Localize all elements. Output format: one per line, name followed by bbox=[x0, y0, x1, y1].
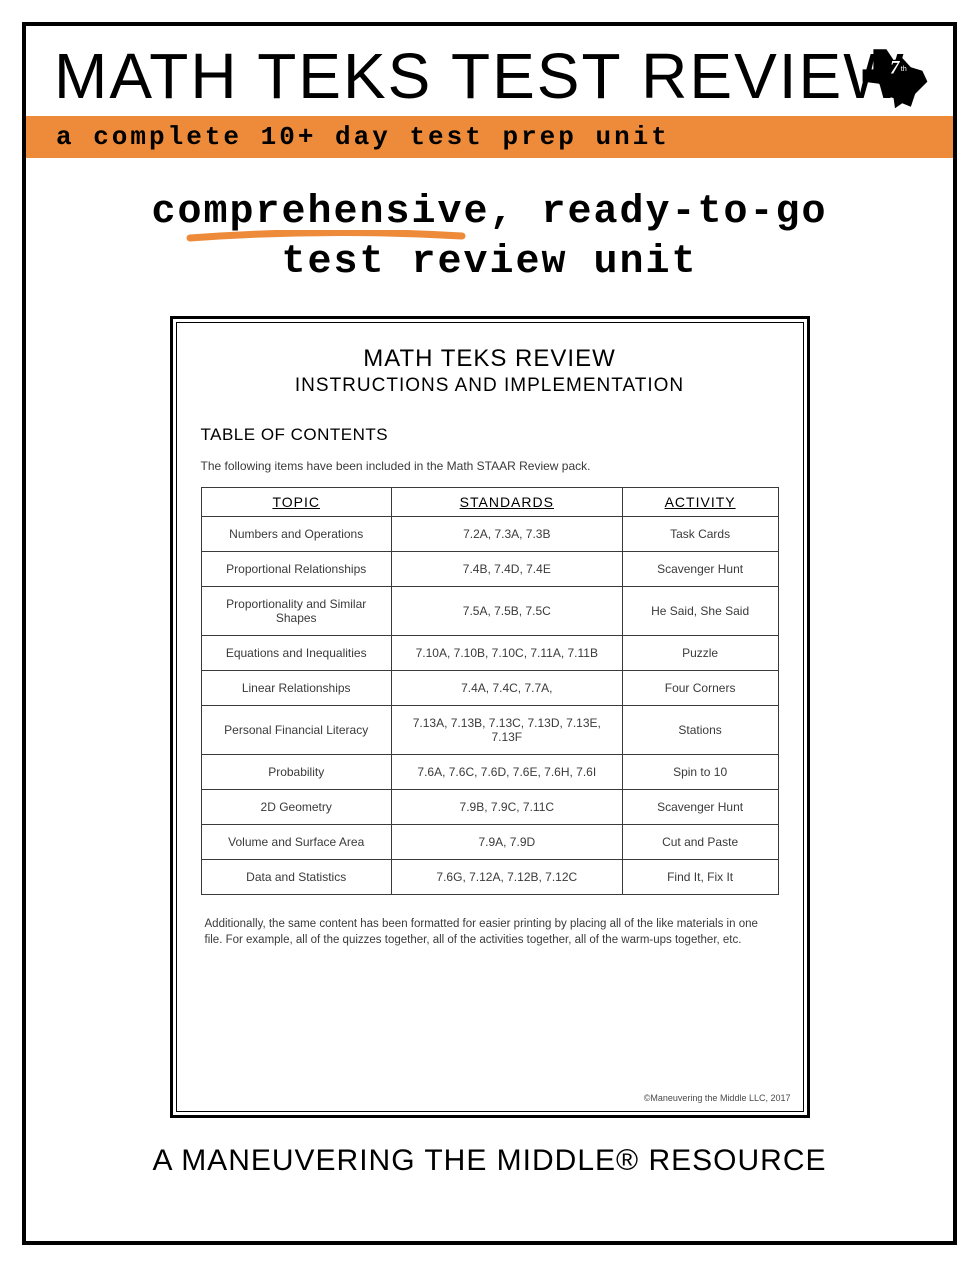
table-cell: 7.9B, 7.9C, 7.11C bbox=[391, 790, 622, 825]
table-cell: 7.6G, 7.12A, 7.12B, 7.12C bbox=[391, 860, 622, 895]
toc-intro: The following items have been included i… bbox=[201, 459, 779, 473]
table-row: Data and Statistics7.6G, 7.12A, 7.12B, 7… bbox=[201, 860, 778, 895]
table-cell: Scavenger Hunt bbox=[622, 552, 778, 587]
table-cell: 7.4A, 7.4C, 7.7A, bbox=[391, 671, 622, 706]
page-frame: MATH TEKS TEST REVIEW 7 th a complete 10… bbox=[22, 22, 957, 1245]
texas-badge-icon: 7 th bbox=[859, 42, 931, 114]
tagline-line-1: comprehensive, ready-to-go bbox=[26, 188, 953, 238]
table-cell: Volume and Surface Area bbox=[201, 825, 391, 860]
table-cell: Probability bbox=[201, 755, 391, 790]
table-cell: Four Corners bbox=[622, 671, 778, 706]
table-cell: Stations bbox=[622, 706, 778, 755]
toc-table: TOPIC STANDARDS ACTIVITY Numbers and Ope… bbox=[201, 487, 779, 895]
table-cell: Spin to 10 bbox=[622, 755, 778, 790]
badge-grade-text: 7 bbox=[890, 58, 900, 79]
toc-note: Additionally, the same content has been … bbox=[201, 917, 779, 948]
table-cell: 7.13A, 7.13B, 7.13C, 7.13D, 7.13E, 7.13F bbox=[391, 706, 622, 755]
table-cell: Data and Statistics bbox=[201, 860, 391, 895]
col-topic: TOPIC bbox=[201, 488, 391, 517]
table-cell: 7.4B, 7.4D, 7.4E bbox=[391, 552, 622, 587]
toc-heading: TABLE OF CONTENTS bbox=[201, 425, 779, 445]
table-row: 2D Geometry7.9B, 7.9C, 7.11CScavenger Hu… bbox=[201, 790, 778, 825]
inner-document-content: MATH TEKS REVIEW INSTRUCTIONS AND IMPLEM… bbox=[176, 322, 804, 1112]
main-title: MATH TEKS TEST REVIEW bbox=[54, 44, 925, 108]
table-cell: Scavenger Hunt bbox=[622, 790, 778, 825]
table-cell: 7.6A, 7.6C, 7.6D, 7.6E, 7.6H, 7.6I bbox=[391, 755, 622, 790]
footer-text: A MANEUVERING THE MIDDLE® RESOURCE bbox=[26, 1144, 953, 1178]
subtitle-bar: a complete 10+ day test prep unit bbox=[26, 116, 953, 158]
copyright: ©Maneuvering the Middle LLC, 2017 bbox=[644, 1093, 791, 1103]
table-cell: Equations and Inequalities bbox=[201, 636, 391, 671]
table-row: Numbers and Operations7.2A, 7.3A, 7.3BTa… bbox=[201, 517, 778, 552]
badge-grade-suffix: th bbox=[901, 64, 907, 73]
table-cell: 2D Geometry bbox=[201, 790, 391, 825]
table-cell: Proportionality and Similar Shapes bbox=[201, 587, 391, 636]
col-activity: ACTIVITY bbox=[622, 488, 778, 517]
table-row: Linear Relationships7.4A, 7.4C, 7.7A,Fou… bbox=[201, 671, 778, 706]
doc-title: MATH TEKS REVIEW bbox=[201, 345, 779, 373]
table-cell: Linear Relationships bbox=[201, 671, 391, 706]
table-header-row: TOPIC STANDARDS ACTIVITY bbox=[201, 488, 778, 517]
subtitle-text: a complete 10+ day test prep unit bbox=[56, 122, 923, 152]
table-row: Volume and Surface Area7.9A, 7.9DCut and… bbox=[201, 825, 778, 860]
table-cell: 7.9A, 7.9D bbox=[391, 825, 622, 860]
table-row: Proportional Relationships7.4B, 7.4D, 7.… bbox=[201, 552, 778, 587]
table-row: Proportionality and Similar Shapes7.5A, … bbox=[201, 587, 778, 636]
doc-subtitle: INSTRUCTIONS AND IMPLEMENTATION bbox=[201, 375, 779, 397]
table-cell: Cut and Paste bbox=[622, 825, 778, 860]
table-cell: 7.2A, 7.3A, 7.3B bbox=[391, 517, 622, 552]
tagline-line-2: test review unit bbox=[26, 238, 953, 288]
table-row: Probability7.6A, 7.6C, 7.6D, 7.6E, 7.6H,… bbox=[201, 755, 778, 790]
header: MATH TEKS TEST REVIEW 7 th bbox=[26, 26, 953, 108]
table-cell: 7.10A, 7.10B, 7.10C, 7.11A, 7.11B bbox=[391, 636, 622, 671]
table-cell: Personal Financial Literacy bbox=[201, 706, 391, 755]
tagline: comprehensive, ready-to-go test review u… bbox=[26, 188, 953, 288]
table-cell: Proportional Relationships bbox=[201, 552, 391, 587]
table-cell: Puzzle bbox=[622, 636, 778, 671]
table-cell: Task Cards bbox=[622, 517, 778, 552]
table-cell: Numbers and Operations bbox=[201, 517, 391, 552]
table-row: Personal Financial Literacy7.13A, 7.13B,… bbox=[201, 706, 778, 755]
table-cell: 7.5A, 7.5B, 7.5C bbox=[391, 587, 622, 636]
table-cell: He Said, She Said bbox=[622, 587, 778, 636]
table-row: Equations and Inequalities7.10A, 7.10B, … bbox=[201, 636, 778, 671]
col-standards: STANDARDS bbox=[391, 488, 622, 517]
table-cell: Find It, Fix It bbox=[622, 860, 778, 895]
inner-document: MATH TEKS REVIEW INSTRUCTIONS AND IMPLEM… bbox=[170, 316, 810, 1118]
